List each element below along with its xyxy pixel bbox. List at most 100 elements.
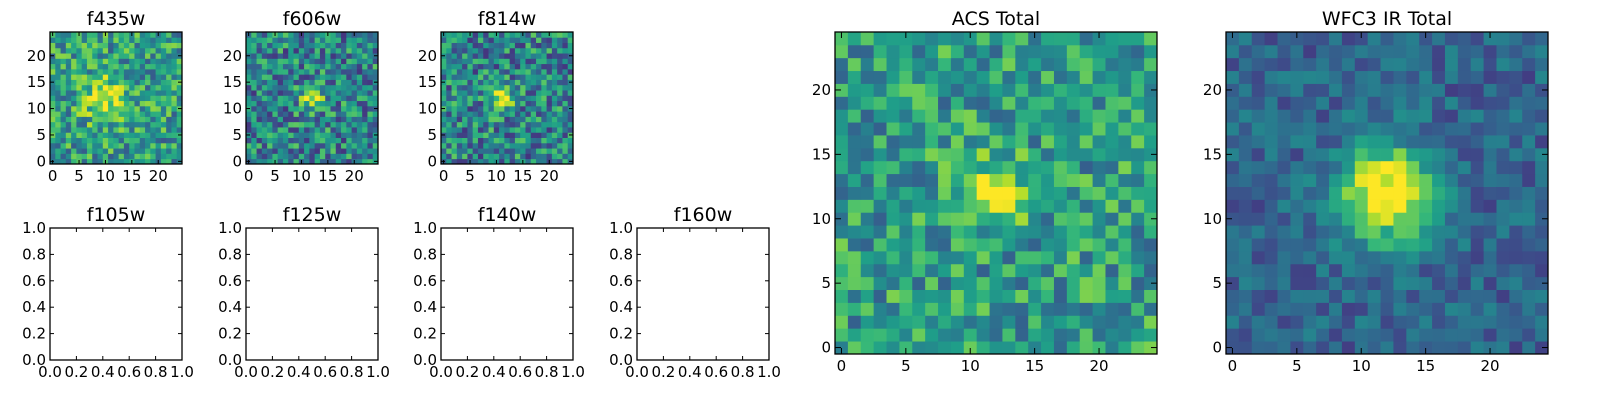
heatmap-cell — [150, 47, 156, 54]
heatmap-cell — [60, 100, 67, 107]
heatmap-cell — [155, 142, 162, 149]
heatmap-cell — [1329, 315, 1343, 329]
heatmap-cell — [113, 116, 120, 123]
heatmap-cell — [1419, 250, 1433, 265]
heatmap-cell — [441, 127, 447, 133]
heatmap-cell — [160, 127, 167, 133]
heatmap-cell — [1432, 147, 1446, 162]
heatmap-cell — [567, 127, 574, 133]
heatmap-cell — [97, 63, 104, 70]
heatmap-cell — [835, 160, 849, 175]
heatmap-cell — [92, 53, 98, 59]
heatmap-cell — [567, 32, 574, 38]
heatmap-cell — [912, 109, 926, 123]
heatmap-cell — [1444, 135, 1459, 149]
heatmap-cell — [261, 137, 268, 144]
heatmap-cell — [899, 341, 913, 355]
heatmap-cell — [1238, 289, 1253, 303]
heatmap-cell — [963, 225, 978, 239]
heatmap-cell — [963, 250, 978, 265]
heatmap-cell — [1496, 135, 1510, 149]
heatmap-cell — [477, 37, 484, 43]
heatmap-cell — [1105, 135, 1119, 149]
heatmap-cell — [1496, 83, 1510, 97]
heatmap-cell — [171, 74, 178, 80]
heatmap-cell — [118, 32, 125, 38]
heatmap-cell — [446, 158, 452, 165]
heatmap-cell — [166, 121, 172, 128]
heatmap-cell — [129, 68, 135, 75]
heatmap-cell — [1432, 135, 1446, 149]
heatmap-cell — [118, 148, 125, 154]
heatmap-cell — [150, 127, 156, 133]
heatmap-cell — [341, 127, 347, 133]
heatmap-cell — [1329, 341, 1343, 355]
heatmap-cell — [1144, 109, 1158, 123]
heatmap-cell — [1053, 341, 1068, 355]
heatmap-cell — [963, 109, 978, 123]
heatmap-cell — [1444, 315, 1459, 329]
heatmap-cell — [356, 63, 363, 70]
heatmap-cell — [293, 95, 300, 102]
heatmap-cell — [462, 105, 468, 112]
heatmap-cell — [472, 84, 479, 91]
heatmap-cell — [1066, 135, 1081, 149]
heatmap-cell — [166, 63, 172, 70]
heatmap-cell — [1226, 32, 1240, 46]
heatmap-cell — [171, 90, 178, 96]
y-tick-label: 0.0 — [218, 351, 242, 369]
heatmap-cell — [288, 90, 294, 96]
heatmap-cell — [1522, 160, 1536, 175]
heatmap-cell — [1277, 160, 1291, 175]
heatmap-cell — [55, 121, 61, 128]
heatmap-cell — [488, 90, 495, 96]
heatmap-cell — [1226, 225, 1240, 239]
heatmap-cell — [530, 132, 537, 138]
heatmap-cell — [129, 142, 135, 149]
x-tick-label: 0.2 — [455, 363, 479, 381]
heatmap-cell — [367, 32, 374, 38]
heatmap-cell — [246, 137, 252, 144]
heatmap-cell — [346, 105, 352, 112]
heatmap-cell — [346, 90, 352, 96]
heatmap-cell — [1264, 212, 1278, 226]
heatmap-cell — [562, 148, 569, 154]
heatmap-cell — [335, 153, 342, 160]
heatmap-cell — [1079, 96, 1093, 110]
heatmap-cell — [1316, 250, 1330, 265]
heatmap-cell — [256, 58, 263, 65]
heatmap-cell — [150, 100, 156, 107]
heatmap-cell — [304, 68, 310, 75]
y-tick-label: 1.0 — [22, 219, 46, 237]
heatmap-cell — [282, 47, 289, 54]
heatmap-cell — [1419, 44, 1433, 59]
heatmap-cell — [1041, 341, 1055, 355]
axes-frame — [245, 31, 379, 165]
heatmap-cell — [1470, 315, 1484, 329]
heatmap-cell — [1341, 122, 1356, 136]
heatmap-cell — [886, 160, 900, 175]
heatmap-cell — [483, 32, 489, 38]
heatmap-cell — [81, 158, 88, 165]
heatmap-cell — [1432, 328, 1446, 342]
heatmap-cell — [123, 79, 130, 86]
heatmap-cell — [60, 37, 67, 43]
heatmap-cell — [166, 153, 172, 160]
heatmap-cell — [145, 63, 151, 70]
heatmap-cell — [467, 84, 474, 91]
heatmap-cell — [557, 37, 563, 43]
heatmap-cell — [886, 276, 900, 290]
heatmap-cell — [346, 58, 352, 65]
heatmap-cell — [488, 58, 495, 65]
heatmap-cell — [541, 63, 547, 70]
heatmap-cell — [1290, 70, 1304, 84]
heatmap-cell — [847, 238, 862, 252]
heatmap-cell — [847, 135, 862, 149]
heatmap-cell — [134, 137, 141, 144]
heatmap-cell — [102, 121, 109, 128]
heatmap-cell — [1264, 276, 1278, 290]
heatmap-cell — [176, 121, 183, 128]
heatmap-cell — [1393, 122, 1407, 136]
heatmap-cell — [976, 263, 990, 278]
heatmap-cell — [1002, 32, 1016, 46]
